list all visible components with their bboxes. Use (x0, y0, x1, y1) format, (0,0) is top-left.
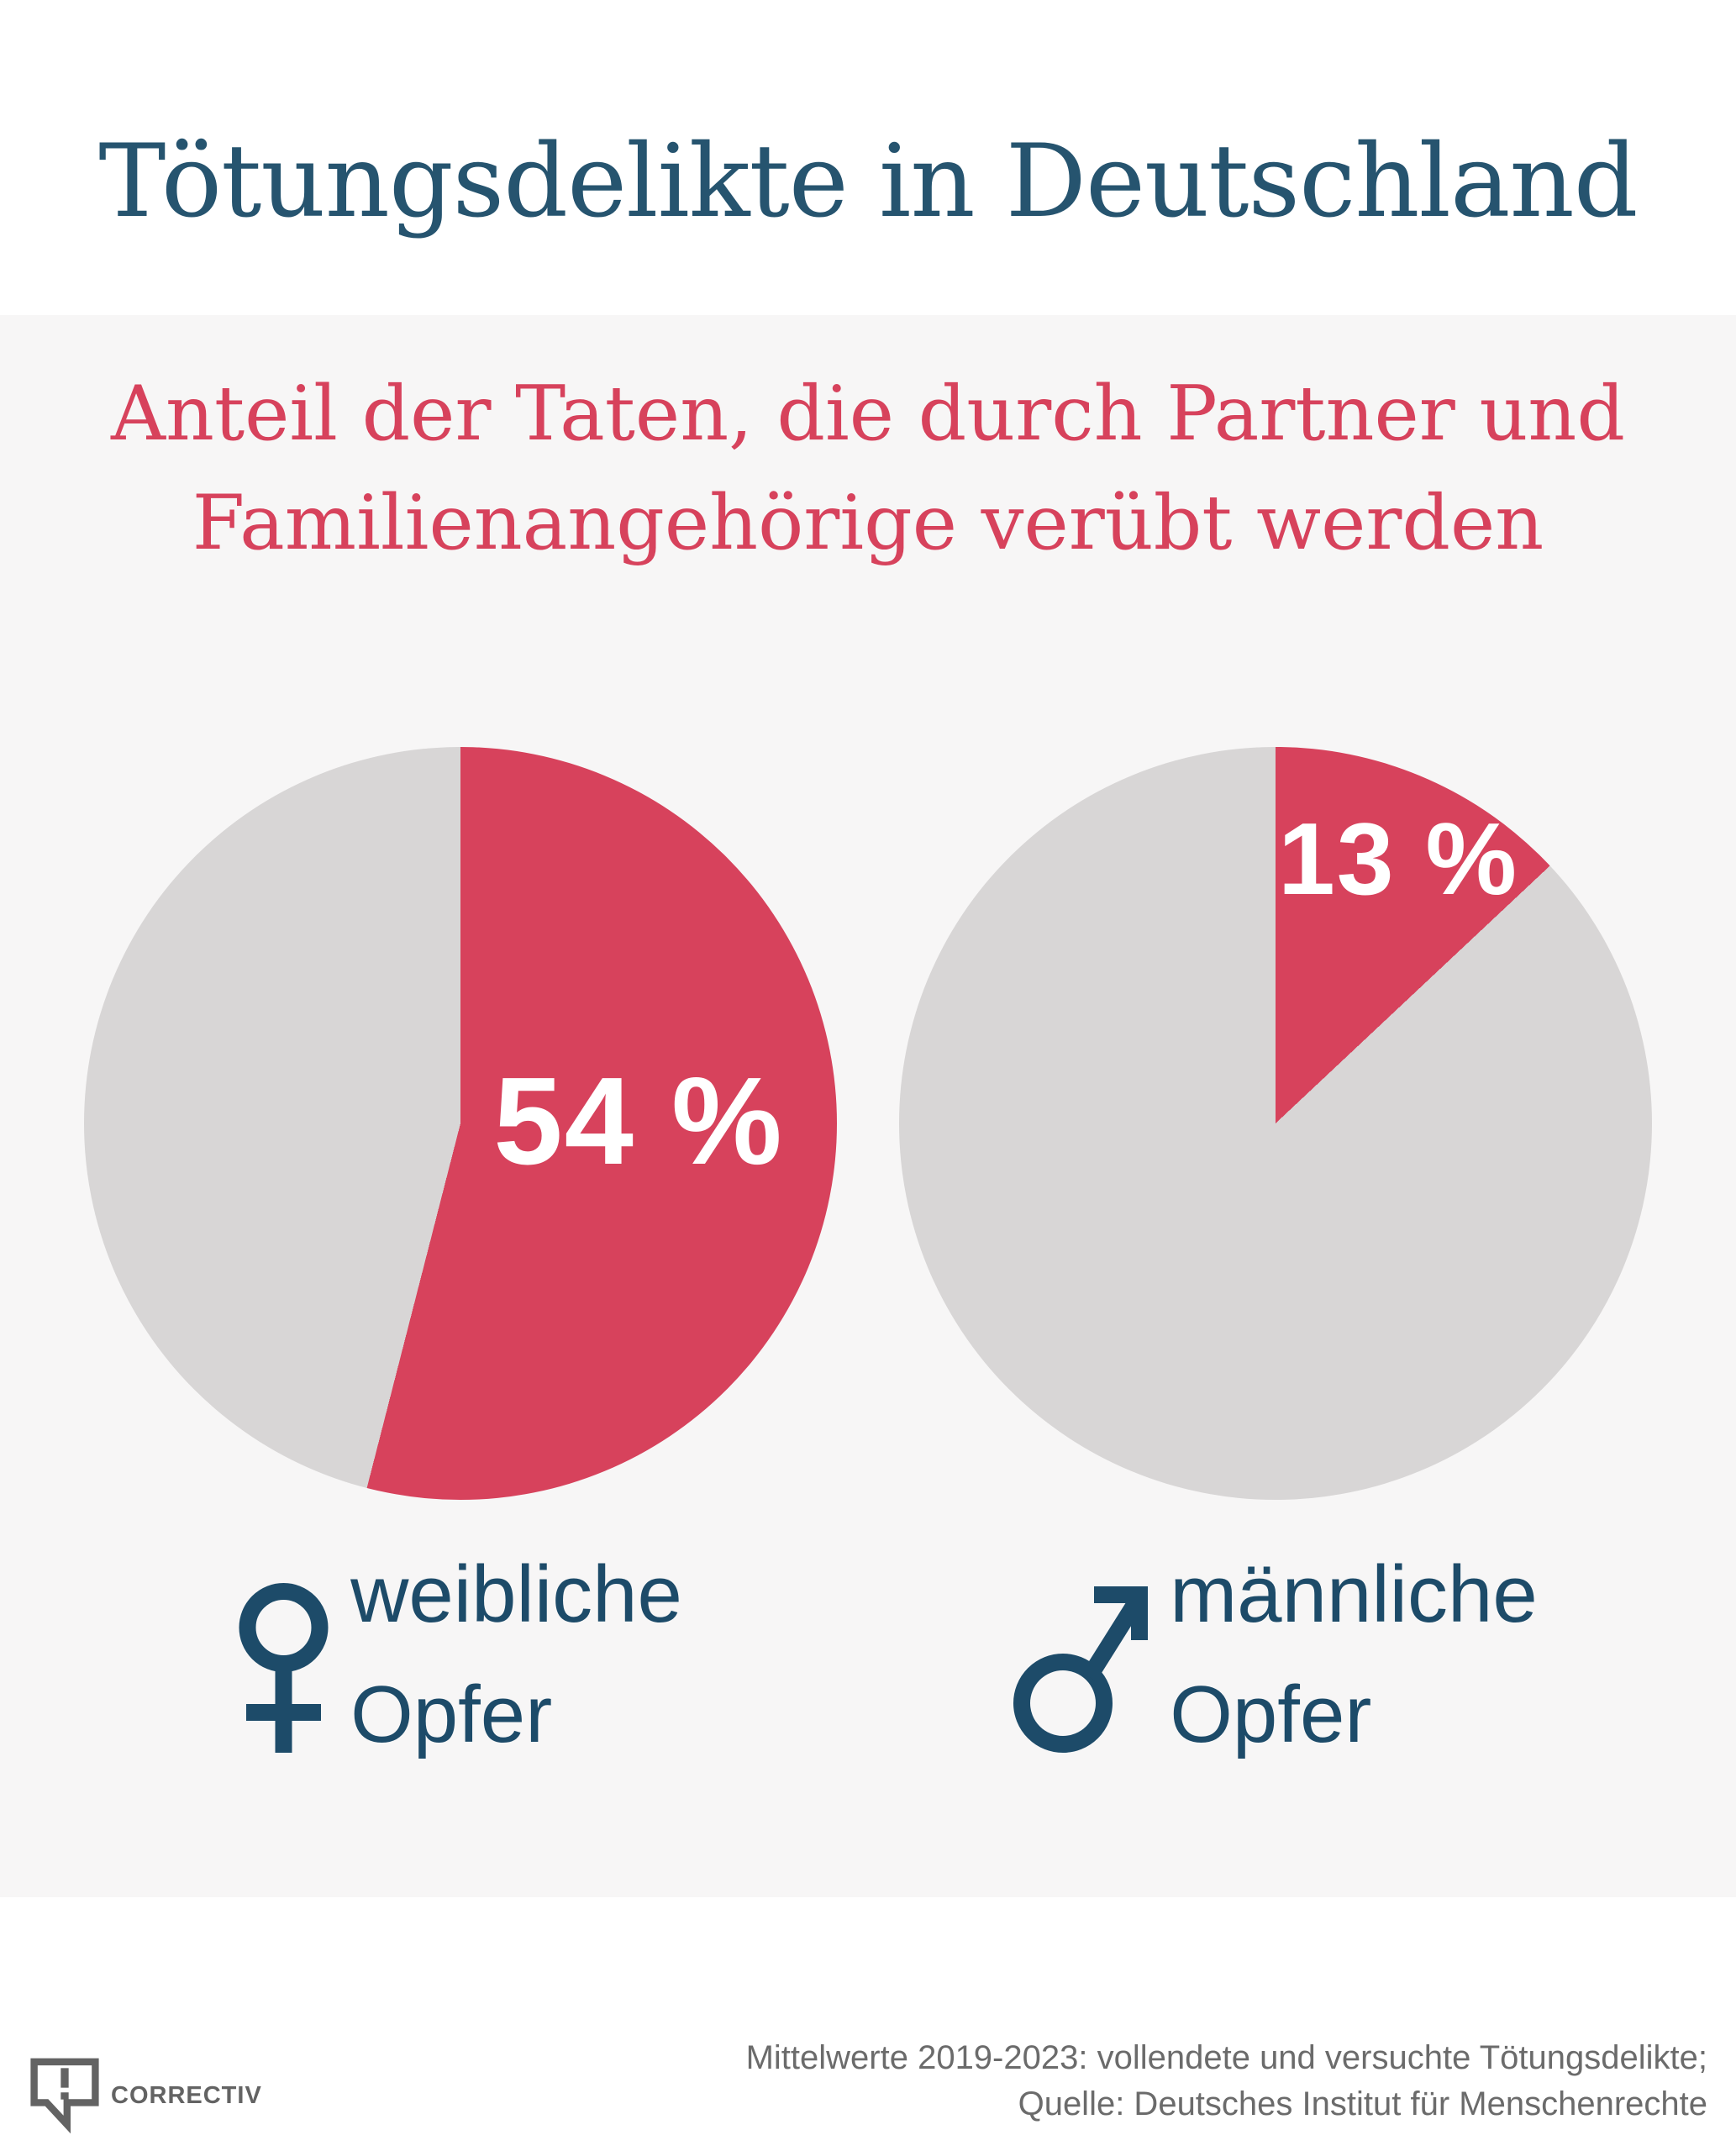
legend-label-male-line2: Opfer (1170, 1670, 1372, 1760)
footer: CORRECTIV Mittelwerte 2019-2023: vollend… (0, 1897, 1736, 2151)
pie-chart-male-victims (899, 747, 1652, 1500)
pie-chart-female-victims (84, 747, 837, 1500)
legend-label-male-line1: männliche (1170, 1549, 1538, 1639)
legend-male-victims: männliche Opfer (899, 1534, 1652, 1775)
logo-text: CORRECTIV (111, 2081, 262, 2109)
legend-female-victims: weibliche Opfer (84, 1534, 837, 1775)
pies-row: 54 % 13 % (0, 747, 1736, 1500)
correctiv-logo: CORRECTIV (29, 2057, 262, 2134)
speech-bubble-exclamation-icon (30, 2058, 99, 2134)
pie-value-male: 13 % (1277, 802, 1519, 916)
header: Tötungsdelikte in Deutschland (0, 0, 1736, 315)
chart-subtitle-line1: Anteil der Taten, die durch Partner und (111, 370, 1625, 458)
chart-subtitle: Anteil der Taten, die durch Partner und F… (0, 360, 1736, 577)
pie-value-female: 54 % (493, 1052, 784, 1191)
legend-label-female: weibliche Opfer (350, 1534, 682, 1775)
source-note-line1: Mittelwerte 2019-2023: vollendete und ve… (745, 2039, 1707, 2076)
male-icon (1013, 1586, 1149, 1753)
legend-label-male: männliche Opfer (1170, 1534, 1538, 1775)
legend-label-female-line2: Opfer (350, 1670, 553, 1760)
page-title: Tötungsdelikte in Deutschland (98, 124, 1638, 240)
pie-female-victims: 54 % (84, 747, 837, 1500)
female-icon (239, 1583, 329, 1753)
legends-row: weibliche Opfer männliche Opfer (0, 1534, 1736, 1775)
source-note: Mittelwerte 2019-2023: vollendete und ve… (746, 2035, 1707, 2127)
chart-subtitle-line2: Familienangehörige verübt werden (192, 478, 1544, 567)
legend-label-female-line1: weibliche (350, 1549, 682, 1639)
pie-male-victims: 13 % (899, 747, 1652, 1500)
source-note-line2: Quelle: Deutsches Institut für Menschenr… (1018, 2085, 1707, 2123)
